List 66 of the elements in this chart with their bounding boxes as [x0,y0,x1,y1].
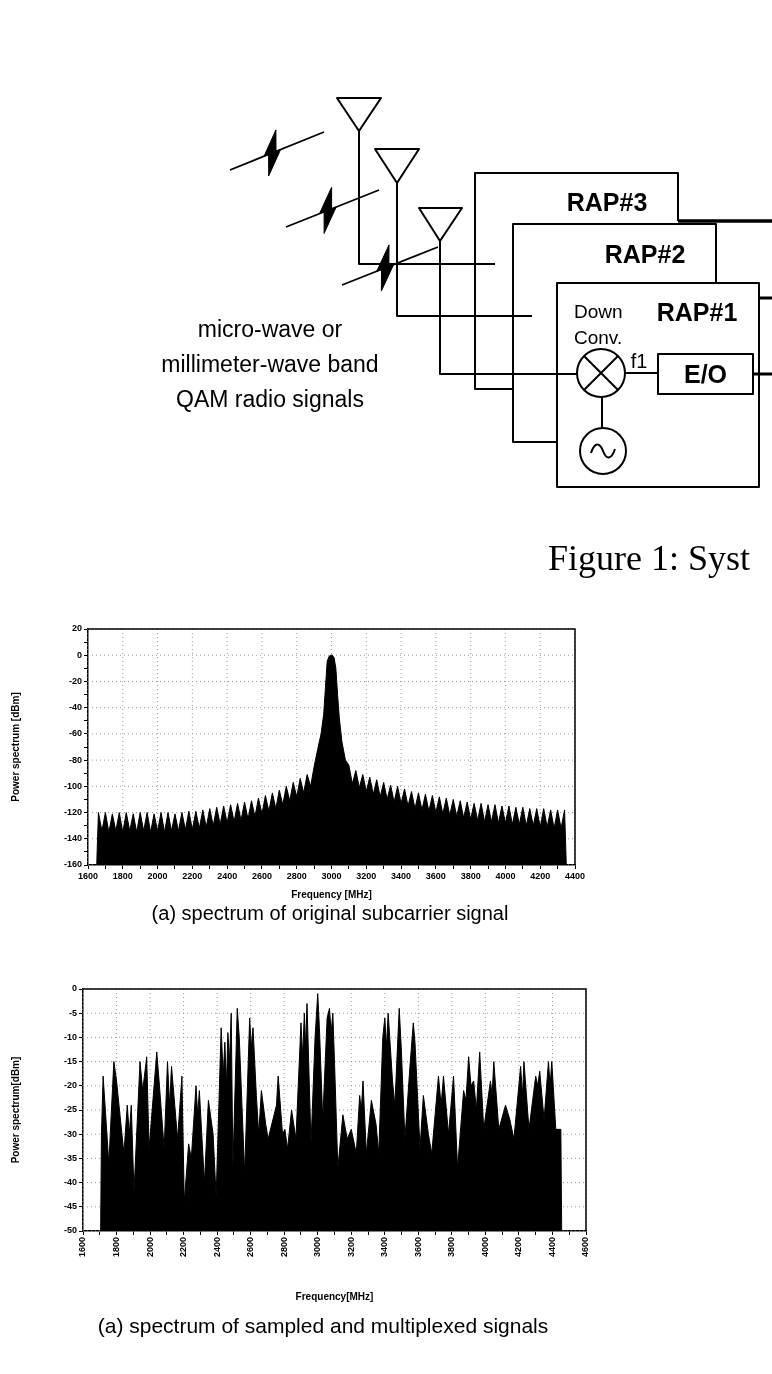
x-tick-label: 3600 [425,870,446,881]
text: micro-wave or millimeter-wave band QAM radio signals [160,315,380,414]
y-tick-label: -40 [68,702,82,713]
y-tick-label: -60 [68,728,82,739]
x-tick-label: 2200 [182,870,203,881]
y-tick-label: -100 [63,780,82,791]
text: Down Conv. [574,300,624,350]
y-tick-label: -20 [63,1080,77,1091]
text: RAP#2 [603,240,687,268]
y-axis-title: Power spectrum [dBm] [9,692,21,802]
y-axis-title: Power spectrum[dBm] [9,1056,21,1164]
x-tick-label: 3000 [321,870,342,881]
y-tick-label: -80 [68,754,82,765]
x-tick-label: 3200 [356,870,377,881]
x-tick-label: 4400 [564,870,586,881]
text: (a) spectrum of sampled and multiplexed signals [96,1313,550,1339]
y-tick-label: -5 [68,1007,77,1018]
y-tick-label: 0 [71,983,77,994]
y-tick-label: -15 [63,1056,77,1067]
y-tick-label: -160 [63,859,82,870]
x-tick-label: 3400 [379,1237,390,1258]
x-tick-label: 1600 [77,1237,88,1258]
x-tick-label: 2400 [217,870,238,881]
y-tick-label: -30 [63,1128,77,1139]
y-tick-label: -35 [63,1152,77,1163]
y-tick-label: -40 [63,1177,77,1188]
text: E/O [682,360,729,388]
x-axis-title: Frequency[MHz] [295,1290,374,1302]
x-tick-label: 1800 [112,870,133,881]
x-tick-label: 3800 [460,870,481,881]
x-tick-label: 3000 [312,1237,323,1258]
y-tick-label: -140 [63,833,82,844]
x-tick-label: 2000 [147,870,168,881]
caption: Figure 1: Syst [548,537,752,580]
text: (a) spectrum of original subcarrier signal [150,901,510,926]
x-tick-label: 1600 [77,870,99,881]
y-tick-label: -20 [68,675,82,686]
x-tick-label: 4200 [513,1237,524,1258]
y-tick-label: 0 [76,649,82,660]
x-tick-label: 2000 [144,1237,155,1258]
y-tick-label: -120 [63,807,82,818]
x-tick-label: 4200 [530,870,551,881]
x-tick-label: 3600 [412,1237,423,1258]
x-tick-label: 2800 [286,870,307,881]
y-tick-label: -50 [63,1225,77,1236]
x-tick-label: 2400 [211,1237,222,1258]
x-tick-label: 4600 [580,1237,591,1258]
x-tick-label: 1800 [111,1237,122,1258]
text: f1 [629,349,649,373]
x-tick-label: 3200 [345,1237,356,1258]
y-tick-label: -25 [63,1104,77,1115]
x-tick-label: 2200 [178,1237,189,1258]
x-tick-label: 4400 [546,1237,557,1258]
x-tick-label: 3400 [391,870,412,881]
x-tick-label: 2600 [245,1237,256,1258]
x-tick-label: 4000 [479,1237,490,1258]
y-tick-label: 20 [71,623,82,634]
y-tick-label: -45 [63,1201,77,1212]
x-tick-label: 2600 [251,870,272,881]
x-tick-label: 2800 [278,1237,289,1258]
x-tick-label: 4000 [495,870,516,881]
y-tick-label: -10 [63,1031,77,1042]
x-tick-label: 3800 [446,1237,457,1258]
text: RAP#1 [655,298,739,326]
x-axis-title: Frequency [MHz] [291,888,372,900]
text: RAP#3 [565,188,649,216]
